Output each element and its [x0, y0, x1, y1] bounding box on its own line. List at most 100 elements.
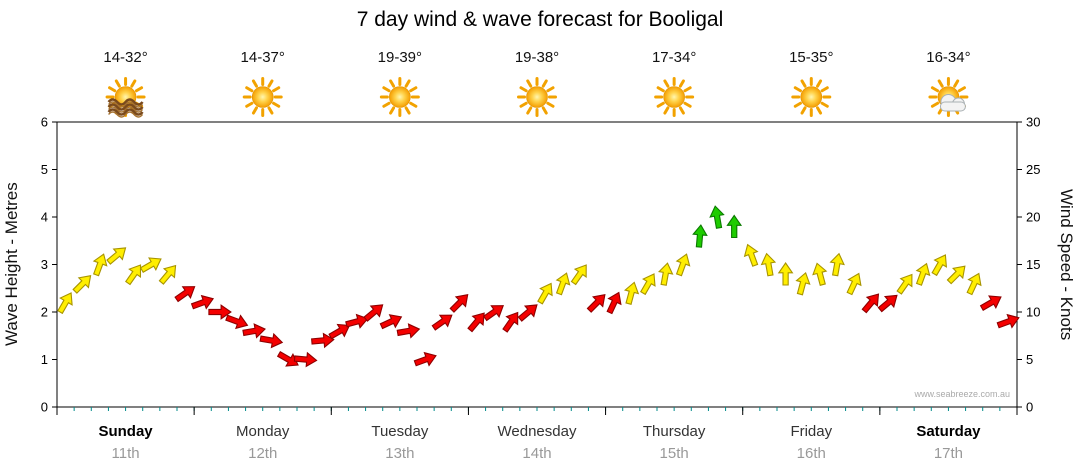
- left-axis-tick-label: 5: [41, 162, 48, 177]
- wind-arrow: [57, 292, 73, 315]
- wind-arrow: [396, 323, 421, 339]
- day-date-label: 12th: [248, 445, 277, 462]
- temp-range-label: 14-37°: [241, 49, 285, 66]
- sun-icon: [517, 77, 557, 117]
- wind-arrow: [72, 275, 92, 294]
- sun-icon: [242, 77, 283, 117]
- left-axis-tick-label: 4: [41, 210, 48, 225]
- wind-arrow: [996, 313, 1020, 329]
- temp-range-label: 16-34°: [926, 49, 970, 66]
- temp-range-label: 14-32°: [103, 49, 147, 66]
- right-axis-tick-label: 15: [1026, 257, 1040, 272]
- day-name-label: Thursday: [643, 423, 706, 440]
- day-name-label: Friday: [790, 423, 832, 440]
- wind-arrow: [795, 271, 811, 296]
- wind-arrow: [92, 253, 108, 277]
- wind-arrow: [413, 351, 437, 367]
- wind-arrow: [896, 273, 913, 295]
- right-axis-tick-label: 20: [1026, 210, 1040, 225]
- wind-arrow: [639, 273, 656, 296]
- temp-range-label: 19-39°: [378, 49, 422, 66]
- day-name-label: Wednesday: [498, 423, 577, 440]
- wind-arrow: [709, 205, 725, 229]
- temp-range-label: 15-35°: [789, 49, 833, 66]
- left-axis-tick-label: 3: [41, 257, 48, 272]
- wind-arrow: [743, 243, 759, 267]
- sun-icon: [654, 77, 695, 117]
- wind-arrow: [293, 351, 318, 368]
- wind-arrow: [259, 332, 284, 349]
- sun-over-water-icon: [105, 77, 146, 118]
- page-title: 7 day wind & wave forecast for Booligal: [356, 8, 724, 31]
- wind-arrow: [139, 257, 162, 274]
- day-name-label: Tuesday: [371, 423, 428, 440]
- day-name-label: Monday: [236, 423, 290, 440]
- sun-icon: [791, 77, 832, 117]
- day-name-label: Saturday: [916, 423, 981, 440]
- left-axis-tick-label: 6: [41, 115, 48, 130]
- day-date-label: 16th: [797, 445, 826, 462]
- day-name-label: Sunday: [98, 423, 153, 440]
- day-date-label: 13th: [385, 445, 414, 462]
- wind-arrow: [449, 294, 469, 313]
- wind-arrow: [829, 252, 845, 277]
- right-axis-tick-label: 10: [1026, 305, 1040, 320]
- wind-arrow: [931, 254, 948, 277]
- wind-arrow: [692, 224, 708, 248]
- right-axis-title: Wind Speed - Knots: [1057, 188, 1076, 341]
- wind-arrow: [106, 247, 127, 265]
- wind-arrow: [877, 294, 898, 313]
- left-axis-tick-label: 0: [41, 400, 48, 415]
- watermark: www.seabreeze.com.au: [914, 389, 1010, 399]
- wind-arrow: [502, 311, 519, 333]
- temp-range-label: 17-34°: [652, 49, 696, 66]
- wind-arrow: [158, 264, 177, 285]
- wind-arrow: [174, 286, 196, 303]
- right-axis-tick-label: 0: [1026, 400, 1033, 415]
- wind-arrow: [124, 264, 142, 286]
- wind-arrow: [482, 305, 505, 322]
- wind-arrow: [760, 252, 777, 277]
- wind-arrow: [675, 253, 691, 277]
- wind-arrow: [225, 314, 249, 330]
- wind-arrow: [915, 262, 931, 286]
- wind-arrow: [379, 314, 403, 330]
- wind-arrow: [777, 262, 794, 286]
- left-axis-tick-label: 2: [41, 305, 48, 320]
- wind-arrow: [812, 262, 828, 286]
- wind-arrow: [345, 313, 369, 329]
- wind-arrow: [966, 272, 982, 296]
- wind-arrow: [623, 281, 640, 305]
- sun-icon: [379, 77, 420, 117]
- wind-arrow: [586, 294, 606, 313]
- wind-arrow: [657, 262, 674, 286]
- wind-arrow: [861, 293, 880, 314]
- wind-arrow: [208, 304, 232, 320]
- wind-arrow: [276, 350, 299, 367]
- plot-border: [56, 121, 1018, 408]
- day-date-label: 11th: [112, 445, 140, 462]
- wind-arrow: [242, 323, 266, 339]
- wind-arrow: [328, 323, 351, 340]
- wind-arrow: [311, 332, 335, 349]
- wind-arrow: [467, 312, 485, 333]
- wind-arrow: [726, 214, 743, 239]
- wind-arrow: [190, 294, 215, 310]
- left-axis-tick-label: 1: [41, 352, 48, 367]
- wind-arrow: [606, 291, 622, 315]
- wind-arrow: [363, 304, 384, 322]
- wind-arrow: [537, 282, 553, 305]
- sun-behind-cloud-icon: [928, 77, 969, 117]
- wind-arrow: [979, 295, 1002, 312]
- right-axis-tick-label: 30: [1026, 115, 1040, 130]
- right-axis-tick-label: 5: [1026, 352, 1033, 367]
- day-date-label: 14th: [522, 445, 551, 462]
- wind-arrow: [555, 272, 571, 296]
- wind-arrow: [517, 304, 538, 322]
- wind-arrow: [570, 264, 587, 286]
- day-date-label: 17th: [934, 445, 963, 462]
- right-axis-tick-label: 25: [1026, 162, 1040, 177]
- wind-arrow: [846, 272, 862, 296]
